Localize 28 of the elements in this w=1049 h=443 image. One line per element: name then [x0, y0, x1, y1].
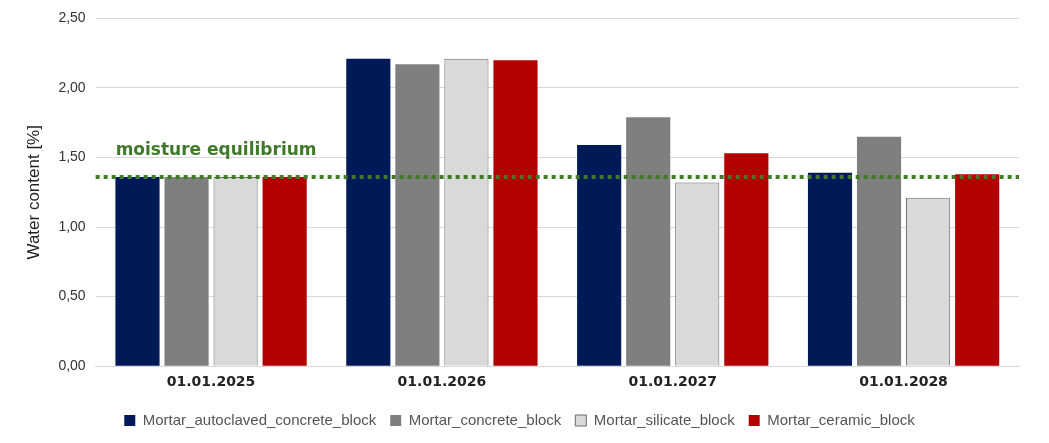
bar	[262, 177, 307, 366]
legend-label: Mortar_autoclaved_concrete_block	[142, 410, 377, 428]
y-tick-label: 0,50	[58, 287, 86, 304]
bar	[115, 177, 160, 366]
legend-label: Mortar_ceramic_block	[767, 410, 916, 428]
y-tick-label: 2,00	[58, 78, 86, 95]
bar	[856, 136, 902, 366]
bar	[724, 153, 769, 366]
bar	[626, 117, 671, 366]
y-axis-title: Water content [%]	[23, 125, 43, 260]
bar	[395, 64, 440, 366]
x-tick-label: 01.01.2028	[859, 373, 948, 390]
y-tick-label: 1,00	[58, 217, 86, 234]
x-tick-label: 01.01.2027	[628, 373, 718, 390]
ref-line-label: moisture equilibrium	[115, 138, 317, 159]
bar	[807, 172, 853, 366]
x-tick-label: 01.01.2026	[397, 373, 487, 390]
legend-label: Mortar_silicate_block	[593, 410, 736, 428]
x-tick-label: 01.01.2025	[166, 373, 256, 390]
y-tick-label: 1,50	[58, 148, 86, 165]
y-tick-label: 2,50	[58, 9, 86, 26]
legend-label: Mortar_concrete_block	[408, 410, 562, 428]
bar	[955, 174, 1000, 366]
bar	[164, 177, 209, 366]
y-tick-label: 0,00	[58, 357, 86, 374]
bar	[346, 58, 391, 366]
bar	[577, 145, 622, 366]
bar	[493, 60, 538, 366]
